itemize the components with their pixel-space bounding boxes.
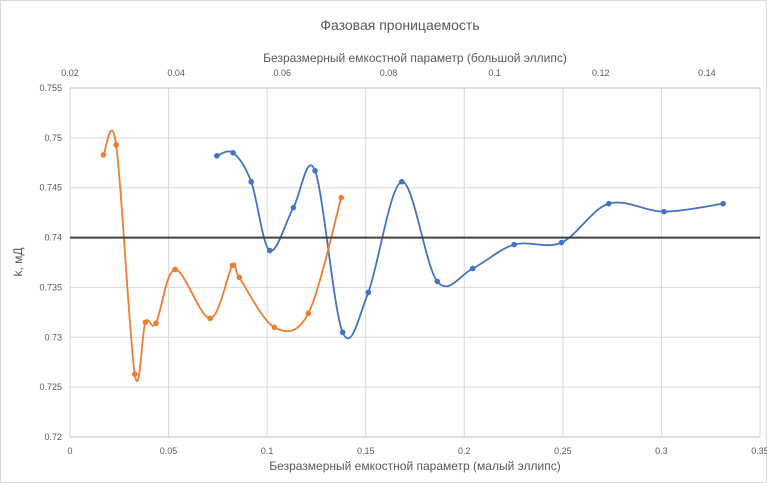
y-tick-label: 0.725: [39, 382, 62, 392]
series-1-point: [720, 200, 726, 207]
x2-tick-label: 0.1: [488, 68, 501, 78]
x-tick-label: 0.1: [261, 446, 274, 456]
chart-title: Фазовая проницаемость: [320, 17, 479, 33]
series-1-line: [216, 150, 724, 340]
y-tick-label: 0.72: [44, 432, 62, 442]
series-1-point: [511, 241, 517, 248]
series-1-point: [230, 150, 236, 156]
series-1-point: [266, 247, 273, 254]
x2-tick-label: 0.14: [698, 68, 716, 78]
series-2-point: [271, 324, 278, 331]
series-2-point: [131, 371, 138, 377]
x2-tick-label: 0.04: [167, 68, 185, 78]
y-tick-label: 0.755: [39, 83, 62, 93]
series-2-point: [172, 266, 178, 273]
series-1-point: [290, 204, 297, 211]
x2-tick-label: 0.06: [274, 68, 292, 78]
y-tick-label: 0.735: [39, 282, 62, 292]
series-2-point: [338, 194, 345, 201]
series-1-point: [214, 153, 220, 159]
y-tick-label: 0.75: [44, 133, 62, 143]
series-layer: [70, 129, 760, 383]
y-tick-label: 0.74: [44, 233, 62, 243]
series-1-point: [661, 208, 667, 215]
x-tick-label: 0.35: [751, 446, 767, 456]
series-1-point: [605, 200, 612, 207]
top-axis-title: Безразмерный емкостной параметр (большой…: [263, 51, 567, 65]
series-2-point: [305, 310, 312, 317]
series-2-point: [229, 262, 236, 269]
x-tick-label: 0.2: [458, 446, 471, 456]
series-1-point: [398, 178, 405, 185]
tick-labels: 0.72 0.725 0.73 0.735 0.74 0.745 0.75 0.755 0 0.0…: [39, 68, 767, 456]
series-1-point: [312, 167, 318, 174]
series-2-point: [142, 319, 149, 326]
series-1-point: [248, 178, 254, 185]
series-2-point: [207, 315, 213, 322]
y-axis-title: k, мД: [11, 247, 25, 276]
axes: [70, 87, 760, 438]
series-2-point: [153, 320, 159, 327]
x-tick-label: 0.25: [554, 446, 572, 456]
series-2-point: [100, 152, 107, 158]
x2-tick-label: 0.08: [380, 68, 398, 78]
series-1-point: [469, 265, 476, 272]
series-2-point: [113, 142, 119, 148]
x-tick-label: 0.15: [357, 446, 375, 456]
bottom-axis-title: Безразмерный емкостной параметр (малый э…: [269, 459, 560, 473]
x-tick-label: 0.05: [160, 446, 178, 456]
series-1-point: [365, 289, 372, 296]
series-1-point: [434, 278, 441, 285]
x2-tick-label: 0.02: [61, 68, 79, 78]
y-tick-label: 0.745: [39, 183, 62, 193]
series-1-point: [339, 329, 346, 336]
series-1-point: [558, 239, 565, 246]
y-tick-label: 0.73: [44, 332, 62, 342]
x-tick-label: 0: [67, 446, 72, 456]
series-2-point: [236, 274, 243, 281]
x-tick-label: 0.3: [655, 446, 668, 456]
x2-tick-label: 0.12: [592, 68, 610, 78]
